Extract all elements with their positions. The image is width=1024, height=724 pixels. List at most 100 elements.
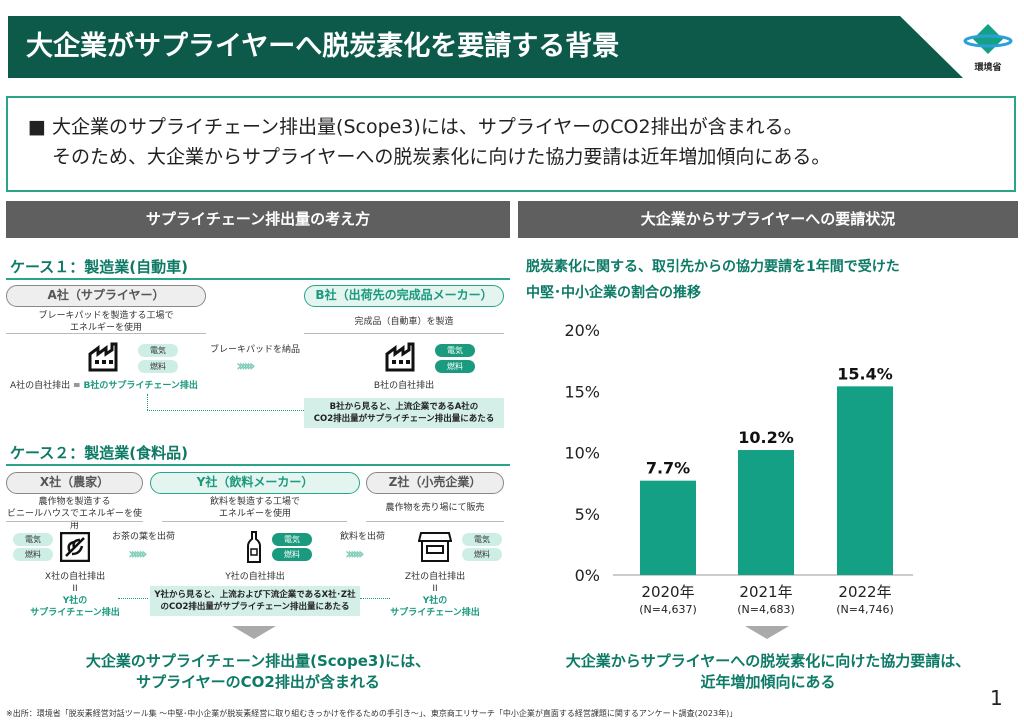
desc: ビニールハウスでエネルギーを使用	[6, 509, 142, 531]
down-arrow-icon	[745, 626, 789, 639]
x-tick-label: 2022年	[838, 583, 891, 601]
x-sublabel: (N=4,683)	[737, 603, 795, 616]
x-sublabel: (N=4,637)	[639, 603, 697, 616]
electricity-tag: 電気	[462, 533, 502, 546]
desc: 農作物を製造する	[38, 497, 111, 507]
factory-icon	[88, 342, 118, 372]
desc: 完成品（自動車）を製造	[354, 317, 454, 327]
case1-title: ケース１：製造業(自動車)	[10, 258, 188, 276]
arrow-chevrons-icon: ››››››	[236, 356, 255, 375]
equals: II	[432, 584, 438, 594]
arrow-chevrons-icon: ››››››	[128, 544, 147, 563]
right-conclusion: 大企業からサプライヤーへの脱炭素化に向けた協力要請は、 近年増加傾向にある	[518, 651, 1018, 693]
bar	[640, 480, 696, 575]
desc: 農作物を売り場にて販売	[385, 503, 485, 513]
left-section-heading: サプライチェーン排出量の考え方	[6, 201, 510, 238]
z-emission: Z社の自社排出	[404, 572, 466, 582]
source-footnote: ※出所：環境省「脱炭素経営対話ツール集 ～中堅･中小企業が脱炭素経営に取り組むき…	[6, 709, 738, 718]
divider	[304, 333, 504, 334]
electricity-tag: 電気	[272, 533, 312, 546]
page-title: 大企業がサプライヤーへ脱炭素化を要請する背景	[26, 31, 620, 62]
desc: 飲料を製造する工場で	[209, 497, 300, 507]
connector-line	[147, 410, 304, 411]
equals: II	[72, 584, 78, 594]
electricity-tag: 電気	[13, 533, 53, 546]
right-section-heading: 大企業からサプライヤーへの要請状況	[518, 201, 1018, 238]
equals: =	[73, 381, 81, 391]
conclusion-line: 近年増加傾向にある	[700, 673, 836, 691]
divider	[6, 521, 143, 522]
bar	[738, 450, 794, 575]
y-tick-label: 0%	[575, 566, 600, 585]
a-emission: A社の自社排出	[10, 381, 71, 391]
conclusion-line: サプライヤーのCO2排出が含まれる	[136, 673, 380, 691]
y-tick-label: 10%	[564, 444, 600, 463]
fuel-tag: 燃料	[462, 548, 502, 561]
electricity-tag: 電気	[435, 344, 475, 357]
x-emission-block: X社の自社排出 II Y社の サプライチェーン排出	[20, 571, 130, 619]
bar	[837, 386, 893, 575]
company-x-label: X社（農家）	[6, 472, 143, 494]
flow-label: 飲料を出荷	[340, 532, 386, 542]
x-tick-label: 2021年	[739, 583, 792, 601]
y-sc-label: サプライチェーン排出	[390, 608, 480, 618]
z-emission-block: Z社の自社排出 II Y社の サプライチェーン排出	[380, 571, 490, 619]
emission-equation: A社の自社排出 = B社のサプライチェーン排出	[10, 380, 198, 392]
company-y-label: Y社（飲料メーカー）	[150, 472, 360, 494]
company-a-label: A社（サプライヤー）	[6, 285, 206, 307]
case2-note: Y社から見ると、上流および下流企業であるX社･Z社 のCO2排出量がサプライチェー…	[150, 586, 360, 616]
connector-line	[147, 394, 148, 410]
y-emission: Y社の自社排出	[225, 572, 285, 582]
title-banner	[8, 16, 963, 78]
summary-line: ■ 大企業のサプライチェーン排出量(Scope3)には、サプライヤーのCO2排出…	[28, 116, 803, 138]
note-line: Y社から見ると、上流および下流企業であるX社･Z社	[154, 590, 356, 600]
data-label: 7.7%	[646, 459, 690, 478]
desc: ブレーキパッドを製造する工場で	[38, 311, 174, 321]
summary-box: ■ 大企業のサプライチェーン排出量(Scope3)には、サプライヤーのCO2排出…	[6, 96, 1016, 192]
chart-title-line: 中堅･中小企業の割合の推移	[526, 285, 701, 301]
flow-label: ブレーキパッドを納品	[209, 345, 300, 355]
y-tick-label: 15%	[564, 382, 600, 401]
fuel-tag: 燃料	[435, 360, 475, 373]
factory-icon	[385, 342, 415, 372]
conclusion-line: 大企業のサプライチェーン排出量(Scope3)には、	[85, 652, 431, 670]
down-arrow-icon	[232, 626, 276, 639]
chart-title-line: 脱炭素化に関する、取引先からの協力要請を1年間で受けた	[526, 259, 900, 275]
chart-title: 脱炭素化に関する、取引先からの協力要請を1年間で受けた 中堅･中小企業の割合の推移	[526, 254, 900, 306]
connector-line	[360, 598, 390, 599]
logo-text: 環境省	[974, 63, 1002, 73]
data-label: 10.2%	[738, 428, 794, 447]
left-conclusion: 大企業のサプライチェーン排出量(Scope3)には、 サプライヤーのCO2排出が含…	[6, 651, 510, 693]
page-number: 1	[990, 686, 1003, 710]
divider	[162, 521, 347, 522]
x-sublabel: (N=4,746)	[836, 603, 894, 616]
note-line: B社から見ると、上流企業であるA社の	[329, 402, 479, 412]
leaf-icon	[60, 532, 90, 562]
company-b-label: B社（出荷先の完成品メーカー）	[304, 285, 504, 307]
b-supply-chain-emission: B社のサプライチェーン排出	[83, 381, 198, 391]
divider	[6, 464, 510, 466]
divider	[6, 278, 510, 280]
divider	[366, 521, 504, 522]
electricity-tag: 電気	[138, 344, 178, 357]
arrow-chevrons-icon: ››››››	[345, 544, 364, 563]
ministry-logo: 環境省	[958, 22, 1018, 73]
conclusion-line: 大企業からサプライヤーへの脱炭素化に向けた協力要請は、	[565, 652, 971, 670]
divider	[6, 333, 206, 334]
note-line: CO2排出量がサプライチェーン排出量にあたる	[313, 414, 495, 424]
flow-label: お茶の葉を出荷	[112, 532, 176, 542]
case2-title: ケース２：製造業(食料品)	[10, 444, 188, 462]
y-sc-label: サプライチェーン排出	[30, 608, 120, 618]
y-tick-label: 20%	[564, 321, 600, 340]
store-icon	[418, 532, 452, 562]
y-sc-label: Y社の	[62, 596, 88, 606]
fuel-tag: 燃料	[13, 548, 53, 561]
case1-note: B社から見ると、上流企業であるA社の CO2排出量がサプライチェーン排出量にあたる	[304, 398, 504, 428]
fuel-tag: 燃料	[272, 548, 312, 561]
bottle-icon	[247, 531, 261, 563]
x-tick-label: 2020年	[641, 583, 694, 601]
note-line: のCO2排出量がサプライチェーン排出量にあたる	[160, 602, 350, 612]
desc: エネルギーを使用	[218, 509, 291, 519]
summary-line: そのため、大企業からサプライヤーへの脱炭素化に向けた協力要請は近年増加傾向にある…	[52, 146, 831, 168]
fuel-tag: 燃料	[138, 360, 178, 373]
